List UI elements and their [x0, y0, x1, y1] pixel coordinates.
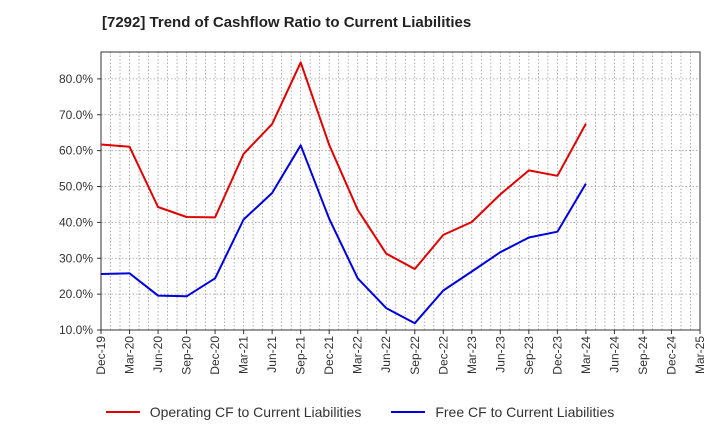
plot-border: [100, 51, 701, 331]
x-tick-label: Sep-20: [180, 336, 194, 375]
legend-swatch-operating-cf: [105, 411, 140, 413]
x-tick-label: Mar-21: [237, 336, 251, 374]
x-tick-label: Jun-22: [379, 336, 393, 373]
x-tick-label: Sep-22: [408, 336, 422, 375]
legend-item-free-cf: Free CF to Current Liabilities: [391, 404, 614, 420]
series-line-free-cf: [100, 144, 587, 325]
x-tick-label: Sep-23: [522, 336, 536, 375]
x-tick-label: Dec-24: [664, 336, 678, 375]
x-tick-label: Jun-21: [265, 336, 279, 373]
y-tick-label: 30.0%: [59, 251, 93, 265]
plot-area: [101, 52, 700, 330]
legend-label-free-cf: Free CF to Current Liabilities: [435, 404, 615, 420]
x-tick-label: Jun-20: [151, 336, 165, 373]
y-tick-label: 10.0%: [59, 323, 93, 337]
series-line-operating-cf: [100, 61, 587, 270]
x-tick-label: Mar-24: [579, 336, 593, 374]
y-tick-label: 70.0%: [59, 108, 93, 122]
x-tick-label: Dec-23: [550, 336, 564, 375]
x-tick-label: Mar-23: [465, 336, 479, 374]
x-tick-label: Dec-21: [322, 336, 336, 375]
legend-item-operating-cf: Operating CF to Current Liabilities: [105, 404, 362, 420]
y-tick-label: 50.0%: [59, 180, 93, 194]
y-tick-label: 60.0%: [59, 144, 93, 158]
legend-swatch-free-cf: [391, 411, 426, 413]
y-tick-label: 80.0%: [59, 72, 93, 86]
x-tick-label: Mar-22: [351, 336, 365, 374]
x-tick-label: Sep-24: [636, 336, 650, 375]
x-tick-label: Mar-20: [123, 336, 137, 374]
y-tick-label: 40.0%: [59, 215, 93, 229]
x-tick-label: Jun-24: [607, 336, 621, 373]
x-tick-label: Dec-22: [436, 336, 450, 375]
x-tick-label: Dec-20: [208, 336, 222, 375]
legend-label-operating-cf: Operating CF to Current Liabilities: [149, 404, 362, 420]
chart-legend: Operating CF to Current Liabilities Free…: [0, 404, 720, 420]
x-tick-label: Jun-23: [493, 336, 507, 373]
x-tick-label: Dec-19: [94, 336, 108, 375]
chart-title: [7292] Trend of Cashflow Ratio to Curren…: [102, 14, 472, 31]
y-tick-label: 20.0%: [59, 287, 93, 301]
x-tick-label: Sep-21: [294, 336, 308, 375]
x-tick-label: Mar-25: [693, 336, 707, 374]
